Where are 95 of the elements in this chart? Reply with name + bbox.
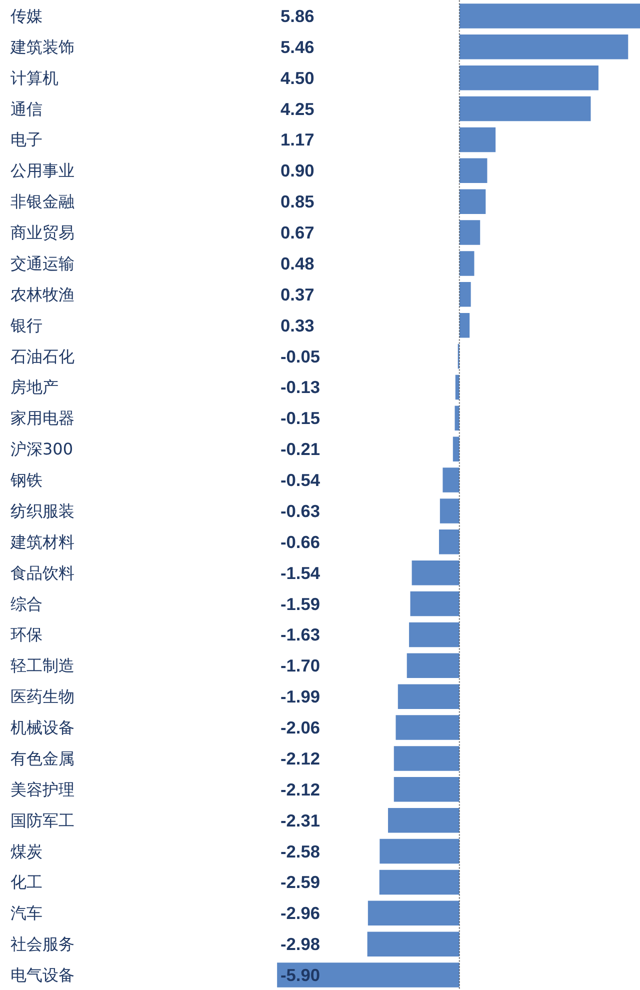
bar (442, 468, 460, 492)
data-label: 0.48 (280, 253, 315, 274)
data-label: -1.63 (280, 624, 320, 645)
y-tick-label: 轻工制造 (10, 656, 74, 676)
y-tick-label: 家用电器 (10, 408, 74, 428)
data-label: -1.99 (280, 686, 320, 707)
bar (454, 406, 460, 431)
bar (409, 622, 460, 648)
y-tick-label: 环保 (10, 625, 42, 644)
y-tick-label: 机械设备 (10, 718, 74, 738)
data-label: -0.15 (280, 408, 320, 428)
data-label: -2.31 (280, 810, 320, 830)
data-label: -2.12 (280, 748, 320, 768)
bar (459, 158, 488, 184)
y-tick-label: 农林牧渔 (10, 284, 74, 304)
data-label: -0.05 (280, 346, 320, 366)
bar (406, 653, 460, 678)
y-tick-label: 美容护理 (10, 780, 74, 799)
y-tick-label: 商业贸易 (10, 223, 74, 242)
data-label: 0.90 (280, 160, 314, 181)
data-label: 0.67 (280, 222, 314, 243)
bar (459, 4, 640, 28)
data-label: 0.37 (280, 284, 314, 304)
bar (459, 251, 474, 276)
bar (380, 838, 460, 864)
y-tick-label: 纺织服装 (10, 501, 74, 520)
data-label: 5.86 (280, 6, 315, 26)
data-label: -1.54 (280, 562, 320, 583)
bar (277, 962, 460, 988)
bar (459, 189, 486, 214)
y-tick-label: 建筑材料 (10, 532, 74, 552)
bar (455, 374, 460, 400)
bar (379, 870, 460, 895)
y-tick-label: 传媒 (10, 6, 42, 26)
y-tick-label: 银行 (10, 316, 42, 335)
y-tick-label: 食品饮料 (10, 563, 74, 582)
data-label: -2.59 (280, 872, 320, 892)
bar (459, 220, 480, 245)
bar (459, 127, 496, 152)
data-label: -2.12 (280, 779, 320, 800)
bar (394, 777, 460, 802)
y-tick-label: 沪深300 (10, 440, 74, 459)
bar (398, 684, 460, 709)
y-tick-label: 电气设备 (10, 966, 74, 985)
bar (459, 65, 598, 90)
data-label: -1.70 (280, 656, 320, 676)
y-tick-label: 石油石化 (10, 346, 74, 366)
data-label: -0.13 (280, 377, 320, 398)
y-tick-label: 电子 (10, 130, 42, 150)
data-label: 1.17 (280, 130, 314, 150)
bar (410, 591, 460, 616)
data-label: 0.85 (280, 192, 315, 212)
bar (412, 560, 460, 586)
y-tick-label: 化工 (10, 872, 42, 892)
bar (459, 282, 471, 307)
data-label: 5.46 (280, 36, 315, 57)
bar (439, 530, 460, 554)
y-tick-label: 综合 (10, 594, 42, 614)
data-label: -0.54 (280, 470, 320, 490)
data-label: 4.25 (280, 98, 315, 119)
y-tick-label: 汽车 (10, 904, 42, 923)
data-label: -0.21 (280, 439, 320, 460)
data-label: -0.66 (280, 532, 320, 552)
data-label: 4.50 (280, 68, 314, 88)
y-tick-label: 社会服务 (10, 934, 74, 954)
bar (459, 312, 470, 338)
bar (452, 436, 460, 462)
data-label: 0.33 (280, 315, 315, 336)
data-label: -0.63 (280, 500, 320, 521)
bar (459, 96, 591, 122)
data-label: -1.59 (280, 594, 320, 614)
y-tick-label: 有色金属 (10, 748, 74, 768)
y-tick-label: 煤炭 (10, 842, 42, 861)
data-label: -2.06 (280, 718, 320, 738)
data-label: -5.90 (280, 965, 320, 986)
y-tick-label: 国防军工 (10, 810, 74, 830)
y-tick-label: 公用事业 (10, 161, 74, 180)
y-tick-label: 计算机 (10, 68, 58, 88)
y-tick-label: 房地产 (10, 378, 58, 397)
y-tick-label: 建筑装饰 (10, 37, 74, 56)
y-tick-label: 通信 (10, 99, 42, 118)
bar (394, 746, 460, 771)
y-tick-label: 非银金融 (10, 192, 74, 212)
bar (396, 715, 460, 740)
bar (367, 932, 460, 956)
data-label: -2.96 (280, 903, 320, 924)
y-tick-label: 医药生物 (10, 687, 74, 706)
y-tick-label: 交通运输 (10, 254, 74, 273)
bar (388, 808, 460, 833)
data-label: -2.98 (280, 934, 320, 954)
y-tick-label: 钢铁 (10, 470, 42, 490)
bar (368, 900, 460, 926)
data-label: -2.58 (280, 841, 320, 862)
bar (440, 498, 460, 524)
bar (459, 34, 628, 60)
